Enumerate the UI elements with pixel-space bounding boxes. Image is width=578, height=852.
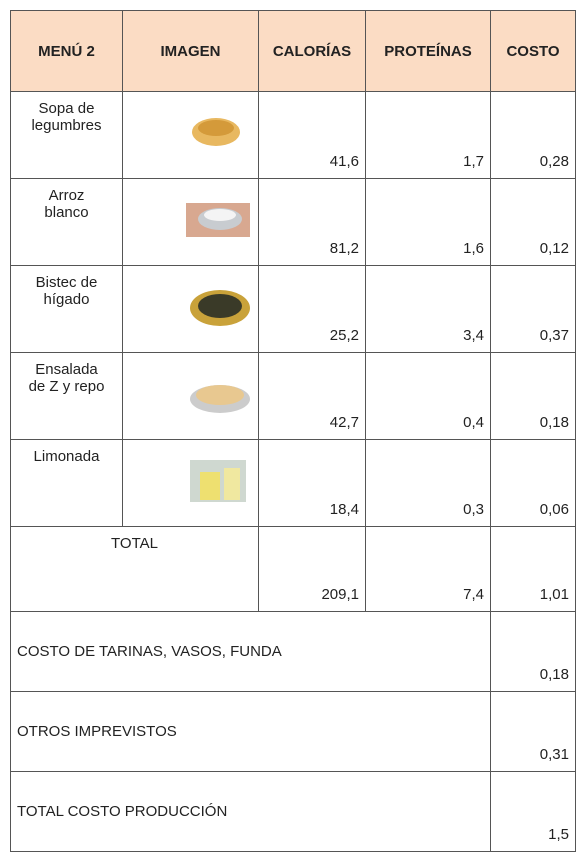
dish-name: Arroz blanco <box>27 187 107 221</box>
dish-cell: Bistec de hígado <box>11 266 123 353</box>
cost-cell: 0,06 <box>491 440 576 527</box>
cost-cell: 0,37 <box>491 266 576 353</box>
header-cell: MENÚ 2 <box>11 11 123 92</box>
header-cell: IMAGEN <box>123 11 259 92</box>
dish-image <box>186 371 252 417</box>
proteins-cell: 1,7 <box>366 92 491 179</box>
header-cell: CALORÍAS <box>259 11 366 92</box>
dish-name: Ensalada de Z y repo <box>27 361 107 395</box>
proteins-cell: 3,4 <box>366 266 491 353</box>
calories-cell: 25,2 <box>259 266 366 353</box>
extra-cost: 0,31 <box>491 692 576 772</box>
extra-cost: 1,5 <box>491 772 576 852</box>
image-cell <box>123 179 259 266</box>
proteins-cell: 0,4 <box>366 353 491 440</box>
dish-name: Bistec de hígado <box>27 274 107 308</box>
calories-cell: 42,7 <box>259 353 366 440</box>
dish-image <box>186 458 252 504</box>
header-cell: COSTO <box>491 11 576 92</box>
dish-cell: Arroz blanco <box>11 179 123 266</box>
total-label: TOTAL <box>11 527 259 612</box>
image-cell <box>123 440 259 527</box>
extra-label: OTROS IMPREVISTOS <box>11 692 491 772</box>
calories-cell: 41,6 <box>259 92 366 179</box>
calories-cell: 81,2 <box>259 179 366 266</box>
total-cost: 1,01 <box>491 527 576 612</box>
image-cell <box>123 353 259 440</box>
dish-cell: Sopa de legumbres <box>11 92 123 179</box>
extra-label: TOTAL COSTO PRODUCCIÓN <box>11 772 491 852</box>
cost-cell: 0,18 <box>491 353 576 440</box>
dish-cell: Ensalada de Z y repo <box>11 353 123 440</box>
dish-name: Limonada <box>27 448 107 465</box>
extra-cost: 0,18 <box>491 612 576 692</box>
dish-image <box>186 110 252 156</box>
proteins-cell: 0,3 <box>366 440 491 527</box>
calories-cell: 18,4 <box>259 440 366 527</box>
cost-cell: 0,28 <box>491 92 576 179</box>
total-proteins: 7,4 <box>366 527 491 612</box>
extra-label: COSTO DE TARINAS, VASOS, FUNDA <box>11 612 491 692</box>
dish-name: Sopa de legumbres <box>27 100 107 134</box>
total-calories: 209,1 <box>259 527 366 612</box>
cost-cell: 0,12 <box>491 179 576 266</box>
header-cell: PROTEÍNAS <box>366 11 491 92</box>
dish-image <box>186 197 252 243</box>
proteins-cell: 1,6 <box>366 179 491 266</box>
dish-cell: Limonada <box>11 440 123 527</box>
image-cell <box>123 266 259 353</box>
dish-image <box>186 284 252 330</box>
image-cell <box>123 92 259 179</box>
